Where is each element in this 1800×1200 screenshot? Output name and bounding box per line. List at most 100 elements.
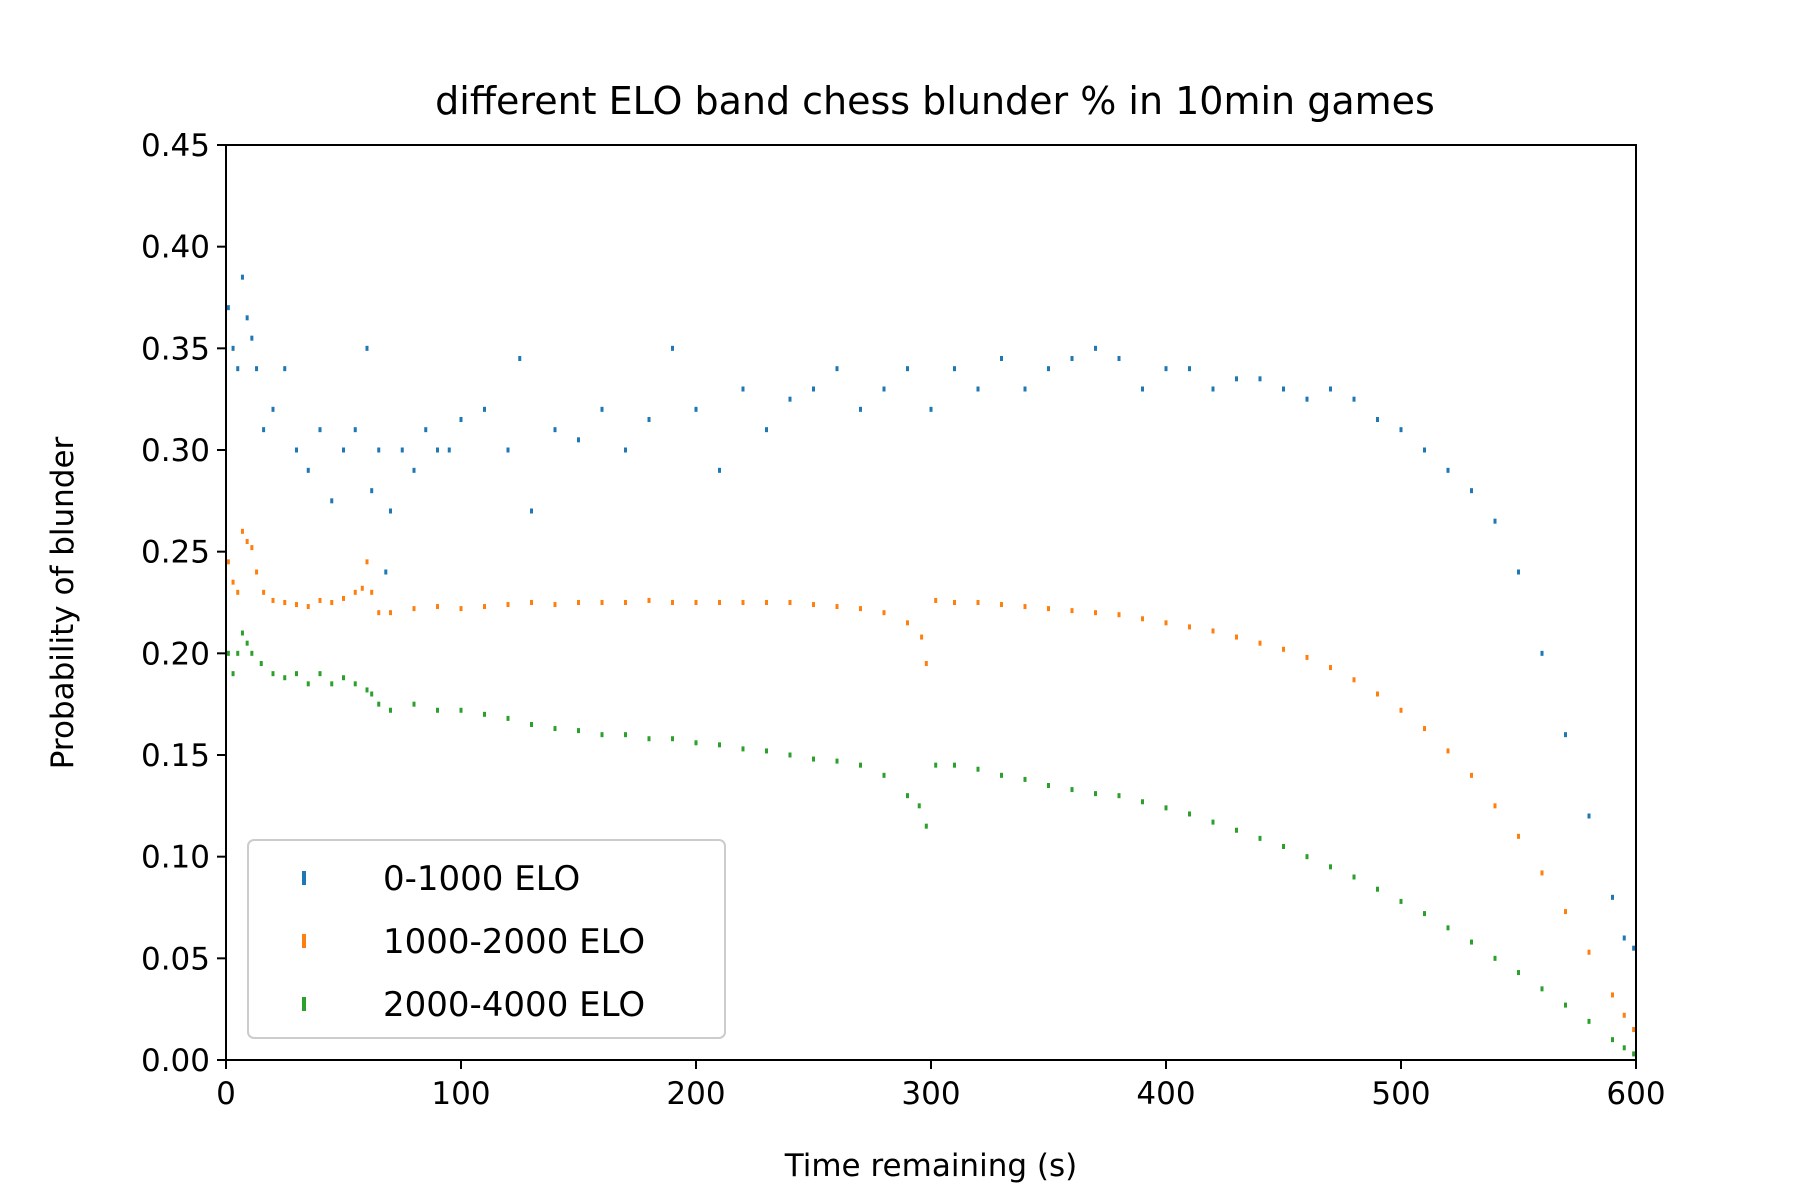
data-point (400, 447, 404, 453)
data-point (812, 756, 815, 762)
data-point (917, 803, 921, 809)
data-point (236, 589, 240, 595)
data-point (1141, 799, 1144, 805)
data-point (483, 604, 486, 610)
data-point (1587, 1018, 1591, 1024)
data-point (1622, 935, 1626, 941)
data-point (553, 602, 557, 608)
data-point (934, 597, 938, 603)
data-point (506, 602, 510, 608)
data-point (718, 467, 721, 473)
data-point (506, 715, 510, 721)
data-point (389, 707, 392, 713)
x-tick-label: 500 (1371, 1076, 1430, 1112)
data-point (1094, 791, 1097, 797)
data-point (1399, 898, 1403, 904)
data-point (231, 579, 235, 585)
data-point (1564, 1002, 1567, 1008)
data-point (1470, 488, 1473, 494)
data-point (882, 386, 886, 392)
data-point (1352, 677, 1356, 683)
data-point (1632, 1051, 1636, 1057)
x-tick-label: 0 (216, 1076, 236, 1112)
data-point (859, 606, 862, 612)
data-point (1517, 569, 1520, 575)
data-point (1000, 356, 1003, 361)
data-point (1070, 787, 1074, 793)
data-point (353, 589, 357, 595)
data-point (283, 675, 287, 681)
data-point (384, 569, 388, 575)
legend-label: 0-1000 ELO (383, 859, 580, 899)
data-point (1235, 376, 1238, 382)
y-tick-label: 0.30 (141, 433, 210, 469)
data-point (953, 762, 956, 768)
y-tick-label: 0.05 (141, 941, 210, 977)
x-axis-label: Time remaining (s) (784, 1148, 1077, 1184)
data-point (1540, 986, 1544, 992)
data-point (1305, 854, 1309, 860)
data-point (1540, 870, 1544, 876)
chart-title: different ELO band chess blunder % in 10… (435, 79, 1435, 123)
data-point (377, 610, 381, 616)
data-point (436, 604, 439, 610)
data-point (647, 736, 651, 742)
data-point (741, 386, 745, 392)
data-point (694, 406, 698, 412)
data-point (934, 762, 938, 768)
data-point (1540, 650, 1544, 656)
data-point (365, 345, 369, 351)
data-point (600, 732, 604, 738)
data-point (624, 600, 627, 605)
data-point (788, 752, 792, 758)
data-point (765, 600, 768, 605)
data-point (1611, 992, 1614, 998)
data-point (255, 569, 259, 575)
data-point (250, 650, 254, 656)
y-axis-label: Probability of blunder (45, 436, 81, 769)
data-point (330, 498, 334, 504)
data-point (577, 437, 580, 443)
x-tick-label: 600 (1606, 1076, 1665, 1112)
data-point (929, 406, 933, 412)
data-point (835, 758, 839, 764)
data-point (1047, 366, 1050, 372)
data-point (377, 447, 381, 453)
data-point (1423, 726, 1426, 732)
data-point (1329, 386, 1332, 392)
data-point (1399, 707, 1403, 713)
data-point (459, 707, 463, 713)
data-point (318, 597, 322, 603)
data-point (671, 600, 674, 605)
y-tick-label: 0.35 (141, 331, 210, 367)
x-tick-label: 400 (1136, 1076, 1195, 1112)
data-point (424, 427, 428, 433)
data-point (624, 447, 627, 453)
data-point (765, 748, 768, 754)
data-point (226, 559, 230, 565)
data-point (1376, 691, 1379, 697)
data-point (1329, 864, 1332, 870)
data-point (976, 600, 980, 605)
data-point (1282, 386, 1285, 392)
data-point (859, 762, 862, 768)
data-point (741, 746, 745, 752)
x-tick-label: 100 (431, 1076, 490, 1112)
data-point (882, 610, 886, 616)
data-point (976, 766, 980, 772)
data-point (1282, 844, 1285, 849)
data-point (1258, 640, 1262, 646)
y-tick-label: 0.40 (141, 230, 210, 266)
data-point (483, 711, 486, 717)
data-point (318, 671, 322, 677)
data-point (250, 545, 254, 551)
series-0 (226, 274, 1636, 951)
data-point (1070, 356, 1074, 361)
data-point (1446, 467, 1450, 473)
data-point (245, 315, 249, 321)
data-point (353, 427, 357, 433)
data-point (1282, 646, 1285, 652)
x-tick-label: 200 (666, 1076, 725, 1112)
data-point (1164, 805, 1168, 811)
data-point (906, 793, 909, 799)
